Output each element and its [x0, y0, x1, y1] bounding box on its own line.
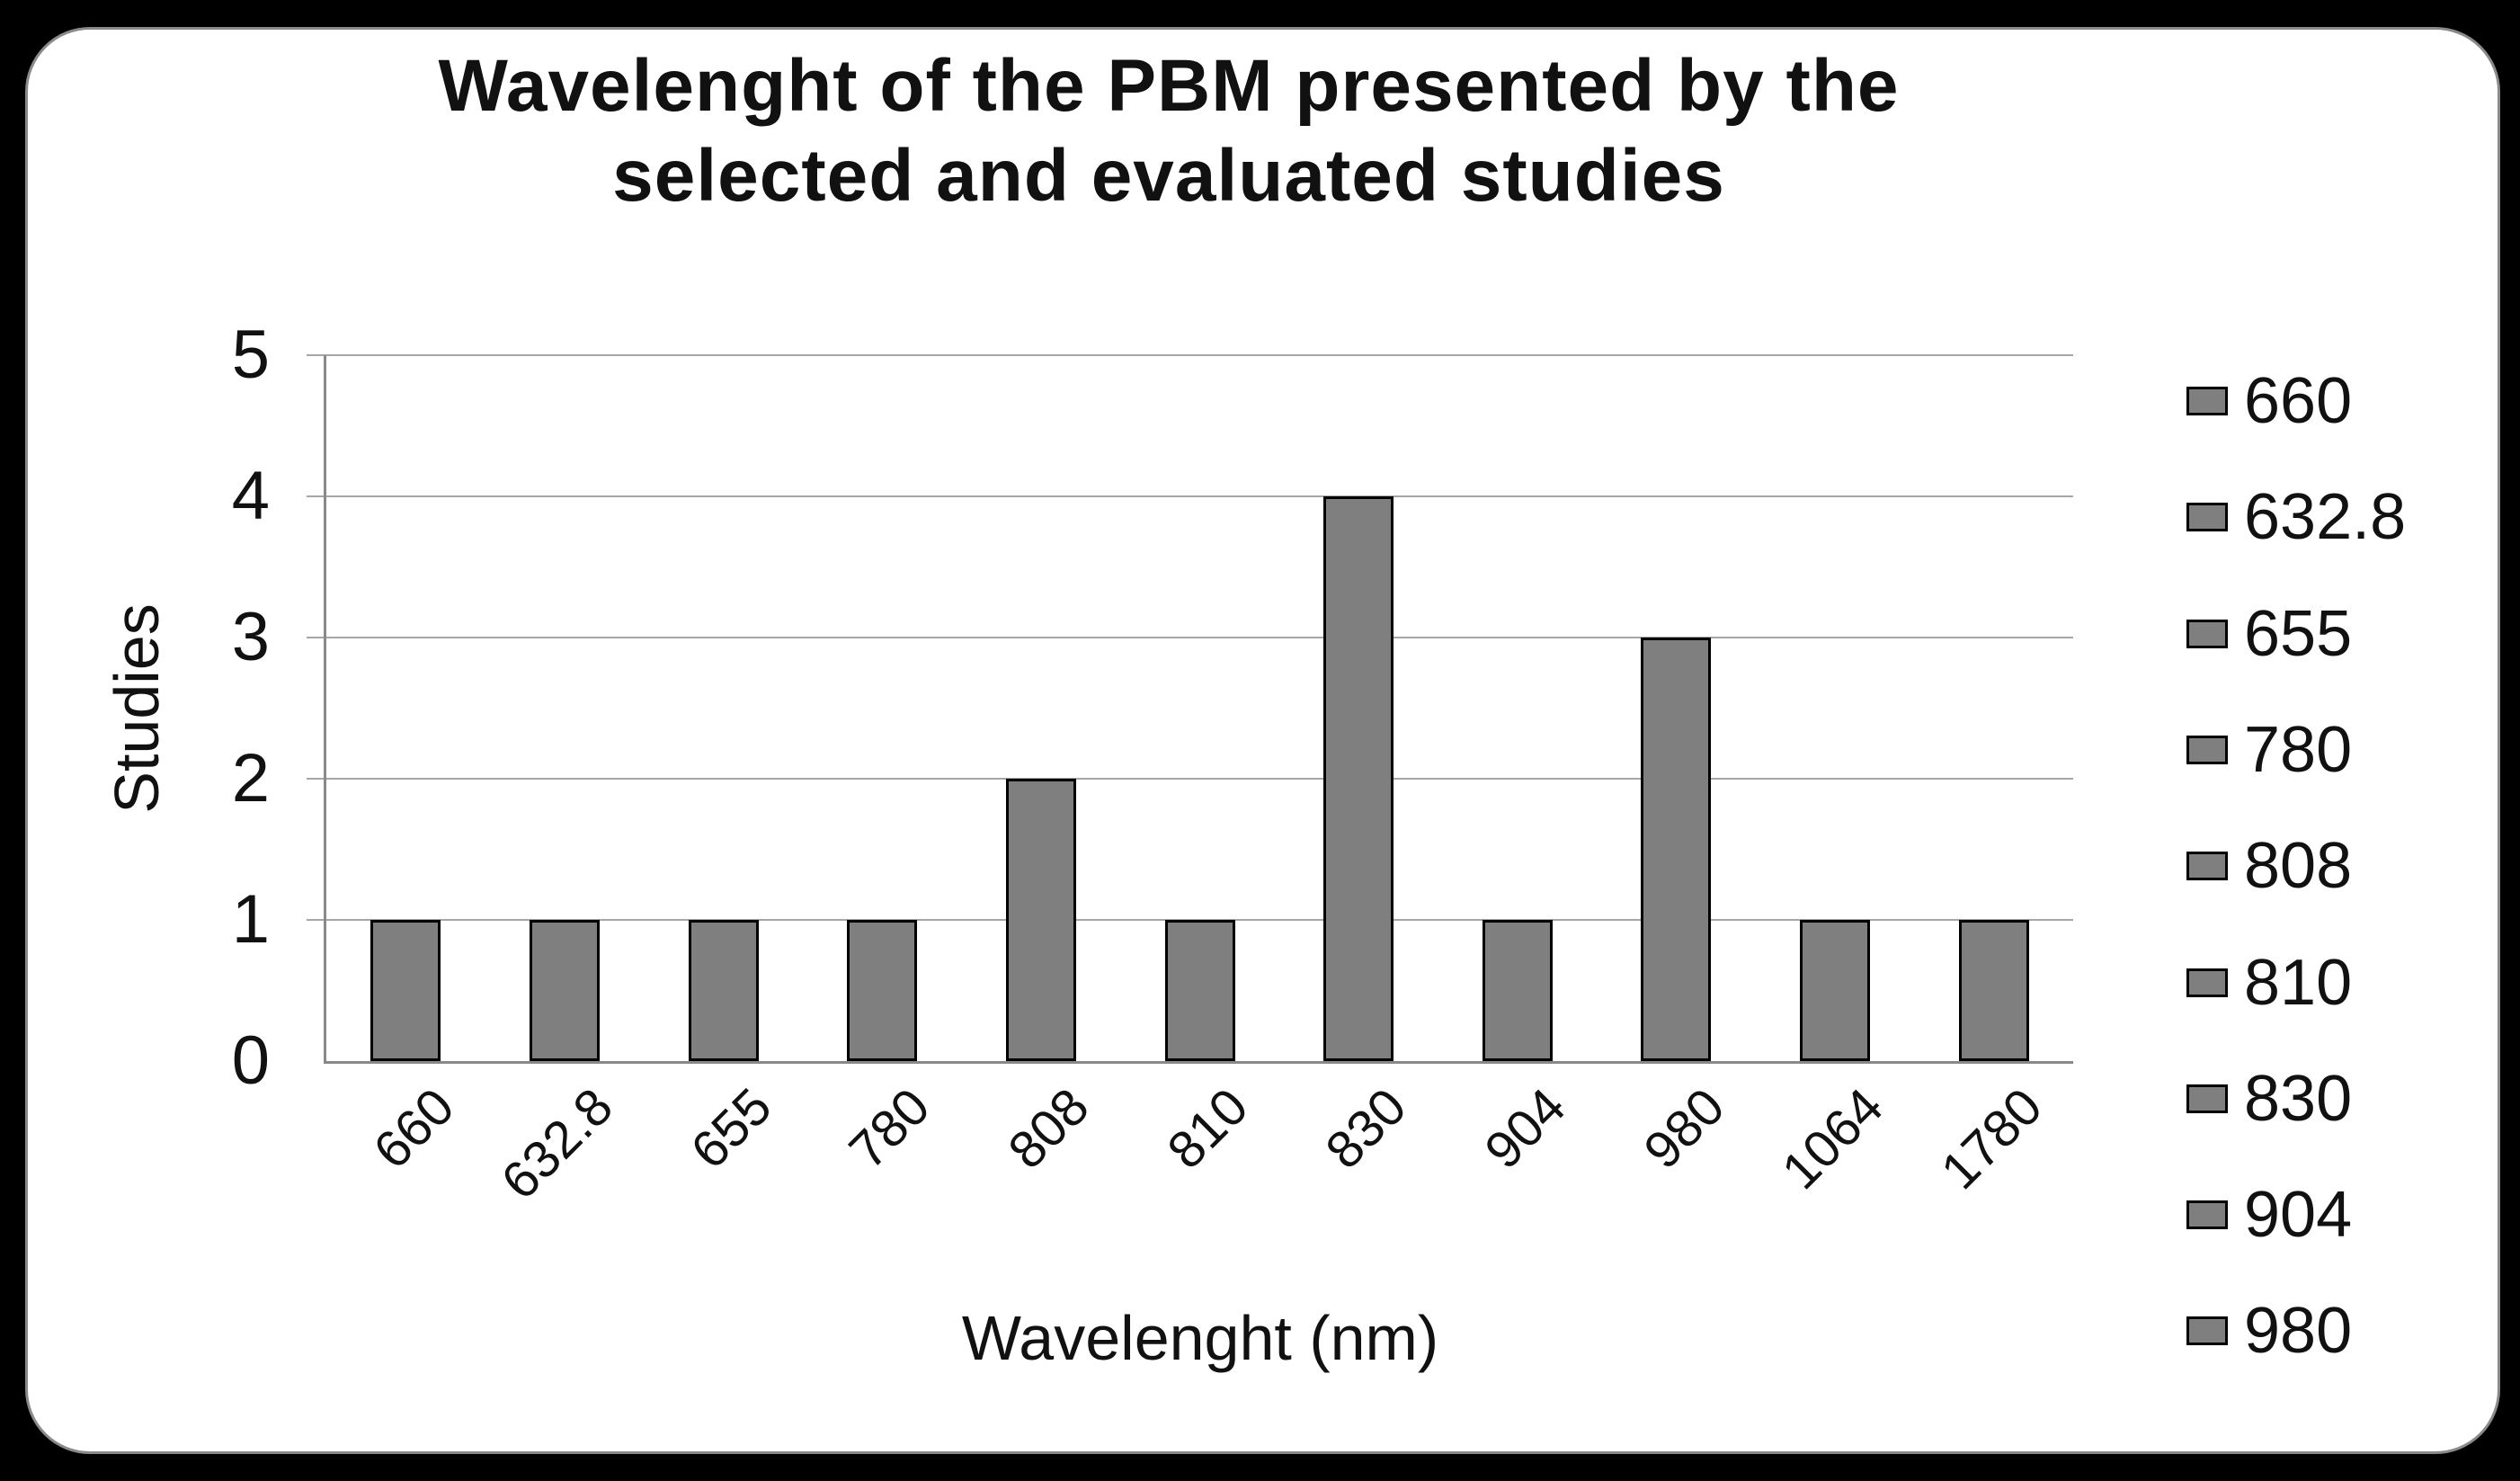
bar-655	[688, 920, 759, 1061]
legend-item: 810	[2186, 947, 2352, 1019]
y-axis-tickmark	[307, 354, 326, 356]
legend-swatch-icon	[2186, 852, 2228, 881]
legend-item: 904	[2186, 1179, 2352, 1251]
legend-item: 632.8	[2186, 481, 2406, 553]
legend-item: 655	[2186, 598, 2352, 670]
gridline	[326, 495, 2073, 497]
y-tick-label: 3	[231, 599, 270, 675]
legend-label: 655	[2244, 597, 2353, 670]
y-axis-line	[324, 355, 326, 1061]
bar-904	[1482, 920, 1553, 1061]
legend-item: 980	[2186, 1295, 2352, 1367]
legend-label: 980	[2244, 1295, 2353, 1368]
chart-title-line-2: selected and evaluated studies	[612, 135, 1725, 218]
legend-label: 830	[2244, 1062, 2353, 1135]
bar-830	[1323, 496, 1394, 1061]
y-axis-tickmark	[307, 495, 326, 497]
bar-660	[370, 920, 441, 1061]
y-axis-tickmark	[307, 919, 326, 921]
y-tick-label: 4	[231, 458, 270, 534]
legend-swatch-icon	[2186, 968, 2228, 997]
y-axis-tickmark	[307, 637, 326, 638]
gridline	[326, 637, 2073, 638]
y-tick-label: 2	[231, 740, 270, 816]
legend-label: 660	[2244, 365, 2353, 437]
legend-swatch-icon	[2186, 1200, 2228, 1230]
x-axis-line	[324, 1061, 2073, 1064]
chart-title-line-1: Wavelenght of the PBM presented by the	[438, 45, 1900, 127]
legend-swatch-icon	[2186, 619, 2228, 648]
bar-980	[1641, 638, 1712, 1061]
bar-780	[847, 920, 918, 1061]
bar-808	[1005, 779, 1076, 1061]
bar-1780	[1958, 920, 2029, 1061]
legend-swatch-icon	[2186, 503, 2228, 532]
legend-item: 808	[2186, 830, 2352, 902]
legend-swatch-icon	[2186, 1084, 2228, 1113]
y-tick-label: 1	[231, 881, 270, 958]
legend-label: 810	[2244, 946, 2353, 1019]
y-axis-tickmark	[307, 778, 326, 780]
legend-label: 808	[2244, 830, 2353, 903]
legend-item: 660	[2186, 365, 2352, 437]
legend-label: 780	[2244, 713, 2353, 786]
legend-swatch-icon	[2186, 1316, 2228, 1346]
legend-swatch-icon	[2186, 735, 2228, 764]
legend-item: 780	[2186, 714, 2352, 786]
legend-item: 830	[2186, 1063, 2352, 1135]
legend-swatch-icon	[2186, 387, 2228, 415]
bar-632.8	[529, 920, 600, 1061]
gridline	[326, 778, 2073, 780]
x-axis-title: Wavelenght (nm)	[961, 1303, 1439, 1373]
chart-title: Wavelenght of the PBM presented by the s…	[54, 41, 2284, 221]
bar-810	[1164, 920, 1235, 1061]
y-tick-label: 5	[231, 317, 270, 393]
bar-1064	[1800, 920, 1871, 1061]
legend-label: 904	[2244, 1179, 2353, 1252]
legend-label: 632.8	[2244, 481, 2407, 554]
chart-card	[25, 27, 2500, 1454]
y-tick-label: 0	[231, 1022, 270, 1099]
gridline	[326, 354, 2073, 356]
